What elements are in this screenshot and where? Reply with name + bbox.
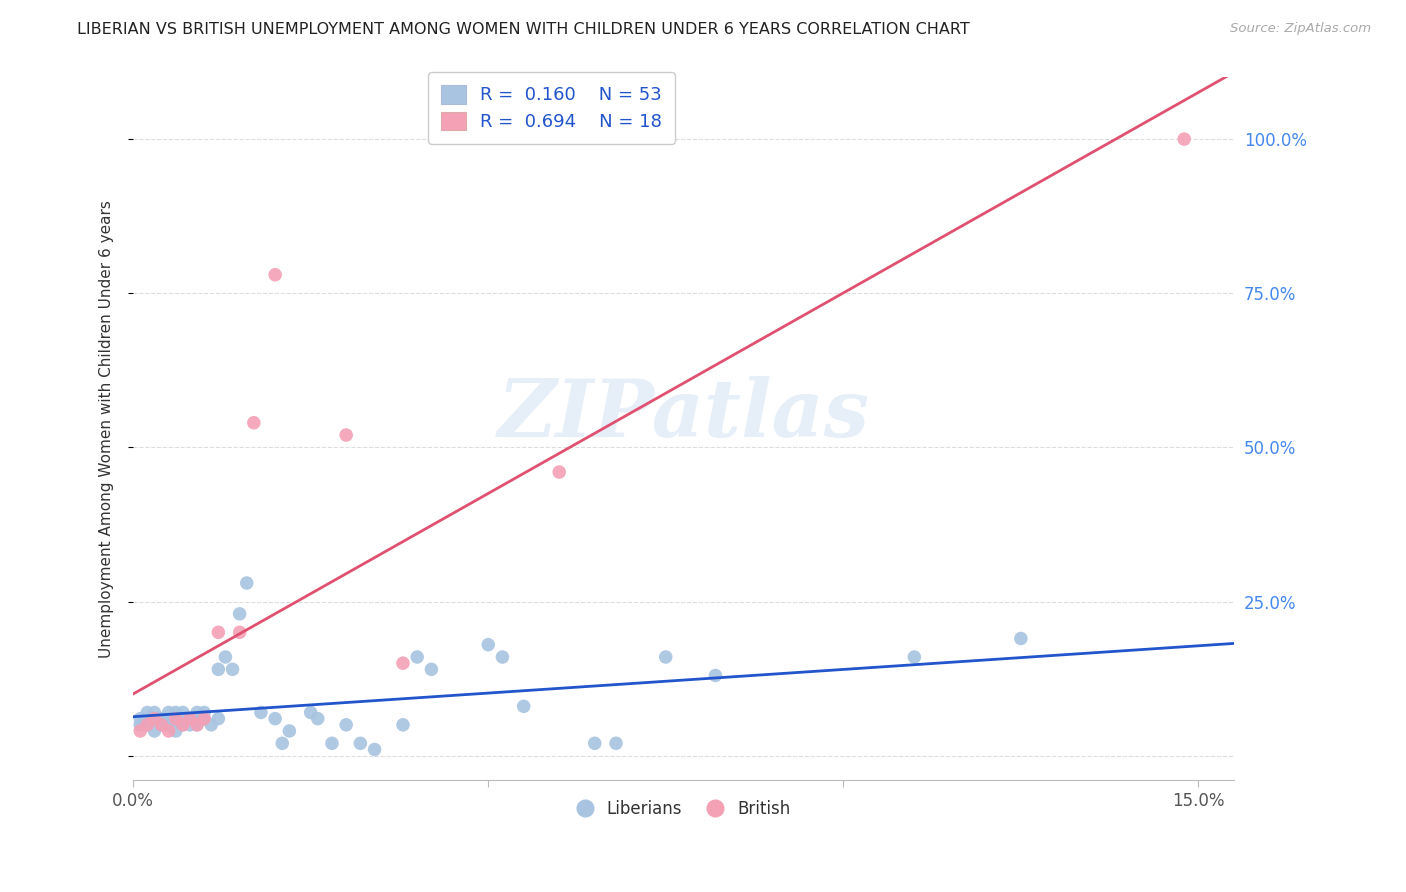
Point: [704, 668, 727, 682]
Point: [321, 736, 343, 750]
Point: [157, 718, 180, 732]
Point: [143, 706, 166, 720]
Point: [477, 638, 499, 652]
Point: [179, 718, 201, 732]
Point: [235, 576, 257, 591]
Point: [264, 712, 287, 726]
Point: [157, 706, 180, 720]
Point: [165, 712, 187, 726]
Legend: Liberians, British: Liberians, British: [569, 793, 797, 825]
Point: [363, 742, 385, 756]
Point: [264, 268, 287, 282]
Point: [214, 650, 236, 665]
Point: [548, 465, 571, 479]
Point: [193, 712, 215, 726]
Point: [193, 706, 215, 720]
Point: [143, 712, 166, 726]
Point: [143, 712, 166, 726]
Point: [136, 718, 159, 732]
Point: [250, 706, 273, 720]
Text: Source: ZipAtlas.com: Source: ZipAtlas.com: [1230, 22, 1371, 36]
Point: [136, 718, 159, 732]
Point: [335, 718, 357, 732]
Point: [129, 718, 152, 732]
Point: [335, 428, 357, 442]
Point: [392, 656, 415, 670]
Point: [150, 718, 173, 732]
Point: [307, 712, 329, 726]
Point: [349, 736, 371, 750]
Point: [207, 712, 229, 726]
Point: [655, 650, 678, 665]
Point: [157, 712, 180, 726]
Point: [1173, 132, 1195, 146]
Point: [583, 736, 606, 750]
Point: [165, 712, 187, 726]
Point: [150, 718, 173, 732]
Point: [512, 699, 534, 714]
Point: [406, 650, 429, 665]
Point: [200, 718, 222, 732]
Point: [228, 625, 250, 640]
Text: LIBERIAN VS BRITISH UNEMPLOYMENT AMONG WOMEN WITH CHILDREN UNDER 6 YEARS CORRELA: LIBERIAN VS BRITISH UNEMPLOYMENT AMONG W…: [77, 22, 970, 37]
Point: [221, 662, 243, 676]
Point: [165, 706, 187, 720]
Point: [129, 712, 152, 726]
Point: [186, 712, 208, 726]
Point: [243, 416, 266, 430]
Point: [207, 662, 229, 676]
Point: [143, 723, 166, 738]
Point: [420, 662, 443, 676]
Point: [903, 650, 925, 665]
Text: ZIPatlas: ZIPatlas: [498, 376, 869, 453]
Point: [172, 706, 194, 720]
Y-axis label: Unemployment Among Women with Children Under 6 years: Unemployment Among Women with Children U…: [100, 200, 114, 657]
Point: [172, 718, 194, 732]
Point: [179, 712, 201, 726]
Point: [392, 718, 415, 732]
Point: [129, 723, 152, 738]
Point: [136, 706, 159, 720]
Point: [186, 718, 208, 732]
Point: [1010, 632, 1032, 646]
Point: [228, 607, 250, 621]
Point: [157, 723, 180, 738]
Point: [207, 625, 229, 640]
Point: [193, 712, 215, 726]
Point: [165, 723, 187, 738]
Point: [605, 736, 627, 750]
Point: [491, 650, 513, 665]
Point: [150, 712, 173, 726]
Point: [186, 706, 208, 720]
Point: [186, 718, 208, 732]
Point: [271, 736, 294, 750]
Point: [299, 706, 322, 720]
Point: [172, 718, 194, 732]
Point: [278, 723, 301, 738]
Point: [179, 712, 201, 726]
